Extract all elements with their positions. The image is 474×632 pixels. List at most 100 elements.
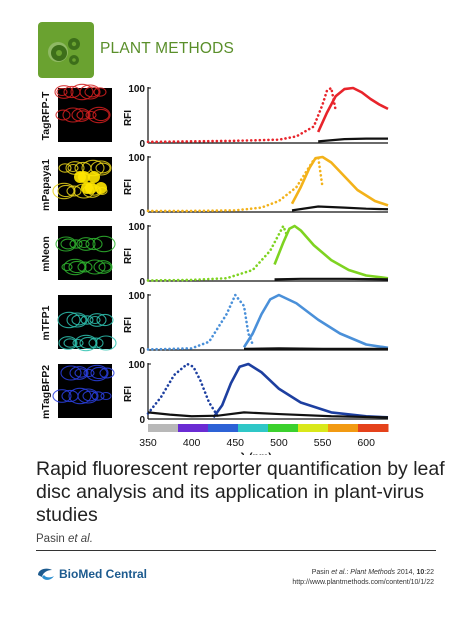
emission-series bbox=[290, 155, 389, 207]
cell-outline bbox=[74, 334, 98, 352]
cell-outline bbox=[66, 185, 82, 197]
cell-outline bbox=[67, 163, 79, 173]
emission-series bbox=[316, 86, 389, 133]
x-tick-label: 450 bbox=[227, 437, 245, 449]
cell-outline bbox=[92, 235, 116, 253]
panel-label: mTFP1 bbox=[40, 305, 52, 340]
emission-series bbox=[212, 362, 389, 419]
background-series bbox=[291, 205, 389, 212]
background-series bbox=[243, 347, 388, 350]
cell-outline bbox=[85, 110, 97, 120]
cell-outline bbox=[69, 366, 89, 380]
cell-outline bbox=[52, 389, 72, 403]
chart-panel: mPapaya1 RFI 0 100 bbox=[40, 153, 389, 219]
cell-outline bbox=[80, 315, 94, 325]
y-tick-label: 100 bbox=[128, 360, 145, 371]
cell-outline bbox=[61, 389, 79, 403]
spectrum-segment bbox=[208, 424, 239, 432]
cell-outline bbox=[62, 107, 84, 123]
spectrum-segment bbox=[328, 424, 359, 432]
author-name: Pasin bbox=[36, 533, 65, 545]
cell-outline bbox=[71, 108, 91, 122]
journal-logo bbox=[38, 22, 94, 78]
excitation-series bbox=[146, 222, 289, 282]
cell-outline bbox=[55, 109, 71, 121]
cell-outline bbox=[61, 262, 73, 272]
cell-outline bbox=[60, 238, 76, 250]
cell-outline bbox=[57, 184, 75, 198]
figure: TagRFP-T RFI 0 100 mPapaya1 RFI 0 100 mNeon RFI 0 1… bbox=[40, 83, 389, 455]
y-axis-label: RFI bbox=[123, 317, 134, 333]
panel-label: TagRFP-T bbox=[40, 91, 52, 140]
spectrum-segment bbox=[268, 424, 299, 432]
cell-outline bbox=[69, 239, 83, 249]
chart-panel: mTFP1 RFI 0 100 bbox=[40, 291, 389, 357]
cell-outline bbox=[93, 87, 107, 97]
cell-outline bbox=[56, 87, 68, 97]
article-title: Rapid fluorescent reporter quantificatio… bbox=[36, 458, 445, 526]
cell-outline bbox=[95, 162, 111, 174]
y-axis-label: RFI bbox=[123, 386, 134, 402]
spectrum-segment bbox=[358, 424, 389, 432]
excitation-series bbox=[146, 362, 220, 418]
cell-outline bbox=[99, 367, 115, 379]
cell-outline bbox=[91, 391, 105, 401]
citation-volume: 10 bbox=[416, 569, 425, 576]
panel-label: mNeon bbox=[40, 236, 52, 272]
spectrum-segment bbox=[238, 424, 269, 432]
y-tick-label: 100 bbox=[128, 84, 145, 95]
cell-outline bbox=[90, 366, 108, 380]
chart-panel: mTagBFP2 RFI 0 100 bbox=[40, 360, 389, 426]
y-axis-label: RFI bbox=[123, 248, 134, 264]
cell-outline bbox=[76, 237, 96, 251]
divider bbox=[36, 550, 436, 551]
cell-blob bbox=[85, 182, 97, 194]
cell-outline bbox=[63, 258, 87, 276]
cell-outline bbox=[58, 163, 72, 173]
x-tick-label: 350 bbox=[139, 437, 157, 449]
y-tick-label: 0 bbox=[139, 208, 145, 219]
cell-outline bbox=[71, 314, 87, 326]
cell-outline bbox=[68, 260, 86, 274]
background-series bbox=[318, 137, 388, 143]
citation-journal: Plant Methods bbox=[350, 569, 396, 576]
authors: Pasin et al. bbox=[36, 533, 93, 545]
cell-outline bbox=[72, 338, 84, 348]
cell-blob bbox=[78, 171, 90, 183]
citation-author: Pasin bbox=[311, 569, 332, 576]
y-tick-label: 100 bbox=[128, 222, 145, 233]
excitation-series bbox=[146, 85, 337, 144]
x-tick-label: 400 bbox=[183, 437, 201, 449]
cell-outline bbox=[98, 262, 112, 272]
cell-outline bbox=[55, 236, 77, 252]
cell-outline bbox=[96, 313, 114, 327]
cell-outline bbox=[93, 260, 113, 274]
panel-label: mTagBFP2 bbox=[40, 365, 52, 419]
x-tick-label: 500 bbox=[270, 437, 288, 449]
spectrum-segment bbox=[148, 424, 179, 432]
cell-blob bbox=[88, 171, 100, 183]
cell-outline bbox=[58, 336, 78, 350]
x-tick-label: 550 bbox=[314, 437, 332, 449]
x-tick-label: 600 bbox=[357, 437, 375, 449]
background-series bbox=[274, 277, 389, 281]
citation-etal: et al. bbox=[331, 569, 347, 576]
cell-outline bbox=[78, 239, 90, 249]
publisher-name: BioMed Central bbox=[59, 567, 148, 581]
chart-panel: mNeon RFI 0 100 bbox=[40, 222, 389, 288]
cell-outline bbox=[63, 338, 77, 348]
spectrum-segment bbox=[178, 424, 209, 432]
citation-url[interactable]: http://www.plantmethods.com/content/10/1… bbox=[292, 579, 434, 586]
cell-outline bbox=[70, 83, 94, 101]
citation-line: Pasin et al.: Plant Methods 2014, 10:22 bbox=[311, 569, 434, 576]
cell-outline bbox=[92, 108, 110, 122]
cell-outline bbox=[66, 312, 88, 328]
citation-year: 2014, bbox=[395, 569, 417, 576]
y-tick-label: 0 bbox=[139, 415, 145, 426]
x-axis-label: λ (nm) bbox=[240, 451, 272, 455]
panel-label: mPapaya1 bbox=[40, 159, 52, 211]
y-tick-label: 0 bbox=[139, 346, 145, 357]
excitation-series bbox=[146, 154, 324, 213]
cell-outline bbox=[54, 85, 74, 99]
cell-outline bbox=[85, 364, 109, 382]
